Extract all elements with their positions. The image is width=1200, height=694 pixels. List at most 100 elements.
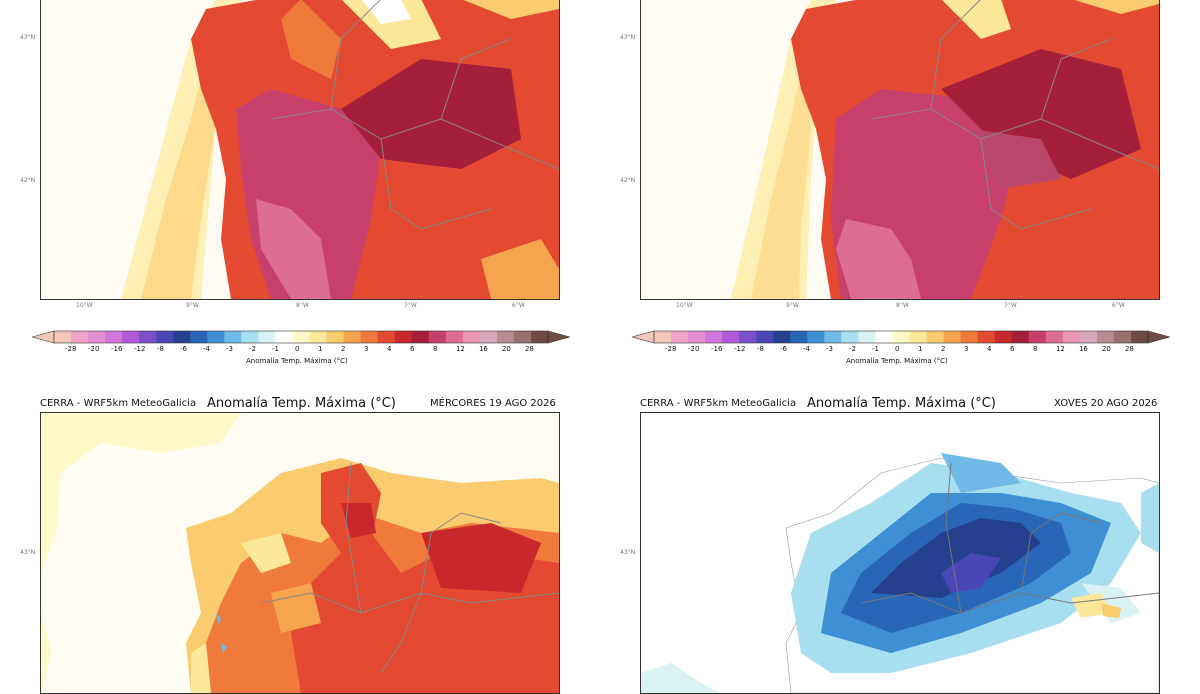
colorbar-tick-label: 12 [455, 345, 465, 353]
colorbar-swatch [292, 331, 311, 343]
colorbar-swatch [190, 331, 208, 343]
colorbar-tick-label: -2 [849, 345, 856, 353]
lat-label: 43°N [20, 34, 36, 41]
colorbar-swatch [892, 331, 911, 343]
colorbar-tick-label: -8 [157, 345, 164, 353]
anomaly-map [640, 412, 1160, 694]
colorbar-tick-label: -16 [711, 345, 723, 353]
lon-label: 8°W [296, 302, 309, 309]
colorbar-tick-label: -1 [872, 345, 879, 353]
colorbar-swatch [926, 331, 945, 343]
colorbar-tick-label: -20 [88, 345, 100, 353]
lat-label: 43°N [620, 34, 636, 41]
colorbar-swatch [156, 331, 174, 343]
colorbar-swatch [705, 331, 723, 343]
colorbar-swatch [173, 331, 191, 343]
colorbar-swatch [411, 331, 430, 343]
map-title: Anomalía Temp. Máxima (°C) [207, 396, 396, 411]
colorbar-swatch [858, 331, 876, 343]
colorbar-tick-label: 8 [432, 345, 438, 353]
colorbar-swatch [428, 331, 447, 343]
colorbar-tick-label: -1 [272, 345, 279, 353]
colorbar-tick-label: 0 [895, 345, 900, 353]
lat-label: 43°N [620, 549, 636, 556]
colorbar-tick-label: 16 [478, 345, 488, 353]
source-label: CERRA - WRF5km MeteoGalicia [40, 398, 197, 409]
lon-label: 10°W [676, 302, 693, 309]
colorbar-tick-label: 6 [409, 345, 415, 353]
lat-label: 43°N [20, 549, 36, 556]
colorbar-swatch [139, 331, 157, 343]
colorbar-swatch [207, 331, 225, 343]
colorbar-tick-label: 2 [340, 345, 346, 353]
anomaly-map [40, 0, 560, 300]
colorbar-tick-label: -16 [111, 345, 123, 353]
colorbar-tick-label: 1 [317, 345, 323, 353]
colorbar-swatch [122, 331, 140, 343]
lon-label: 9°W [186, 302, 199, 309]
colorbar-tick-label: -12 [134, 345, 146, 353]
colorbar-swatch [275, 331, 293, 343]
colorbar-tick-label: 1 [917, 345, 923, 353]
lon-label: 6°W [512, 302, 525, 309]
colorbar-tick-label: -4 [203, 345, 210, 353]
colorbar-tick-label: 2 [940, 345, 946, 353]
colorbar-tick-label: -12 [734, 345, 746, 353]
colorbar-swatch [513, 331, 532, 343]
colorbar-tick-label: -6 [780, 345, 787, 353]
colorbar-swatch [224, 331, 242, 343]
colorbar-title: Anomalía Temp. Máxima (°C) [246, 357, 348, 365]
colorbar-swatch [654, 331, 672, 343]
colorbar-swatch [875, 331, 893, 343]
colorbar-swatch [688, 331, 706, 343]
colorbar-max-tip [547, 330, 570, 344]
colorbar-tick-label: -3 [826, 345, 833, 353]
colorbar-tick-label: 28 [1124, 345, 1134, 353]
colorbar-tick-label: 12 [1055, 345, 1065, 353]
colorbar-max-tip [1147, 330, 1170, 344]
lon-label: 6°W [1112, 302, 1125, 309]
anomaly-map [640, 0, 1160, 300]
colorbar-tick-label: 4 [386, 345, 392, 353]
colorbar-swatch [496, 331, 515, 343]
colorbar-swatch [258, 331, 276, 343]
colorbar-tick-label: 20 [501, 345, 511, 353]
map-title: Anomalía Temp. Máxima (°C) [807, 396, 996, 411]
colorbar-swatch [994, 331, 1013, 343]
source-label: CERRA - WRF5km MeteoGalicia [640, 398, 797, 409]
colorbar-swatch [943, 331, 962, 343]
date-label: XOVES 20 AGO 2026 [1054, 398, 1158, 409]
lat-label: 42°N [20, 177, 36, 184]
colorbar-swatch [88, 331, 106, 343]
colorbar-tick-label: -20 [688, 345, 700, 353]
colorbar-swatch [960, 331, 979, 343]
colorbar-swatch [807, 331, 825, 343]
colorbar-swatch [445, 331, 464, 343]
colorbar-swatch [1130, 331, 1149, 343]
colorbar-swatch [309, 331, 328, 343]
lon-label: 8°W [896, 302, 909, 309]
colorbar-min-tip [632, 330, 655, 344]
colorbar-tick-label: 3 [363, 345, 369, 353]
colorbar-swatch [530, 331, 549, 343]
colorbar-swatch [1062, 331, 1081, 343]
colorbar-swatch [377, 331, 396, 343]
colorbar-min-tip [32, 330, 55, 344]
colorbar-swatch [360, 331, 379, 343]
colorbar-swatch [909, 331, 928, 343]
colorbar-swatch [1079, 331, 1098, 343]
colorbar [32, 330, 570, 344]
colorbar-swatch [343, 331, 362, 343]
colorbar-tick-label: 3 [963, 345, 969, 353]
colorbar-swatch [824, 331, 842, 343]
colorbar-swatch [54, 331, 72, 343]
lon-label: 9°W [786, 302, 799, 309]
colorbar-tick-label: -6 [180, 345, 187, 353]
colorbar-swatch [241, 331, 259, 343]
lon-label: 10°W [76, 302, 93, 309]
colorbar-swatch [977, 331, 996, 343]
colorbar-swatch [756, 331, 774, 343]
colorbar-swatch [671, 331, 689, 343]
colorbar-tick-label: 16 [1078, 345, 1088, 353]
lon-label: 7°W [404, 302, 417, 309]
